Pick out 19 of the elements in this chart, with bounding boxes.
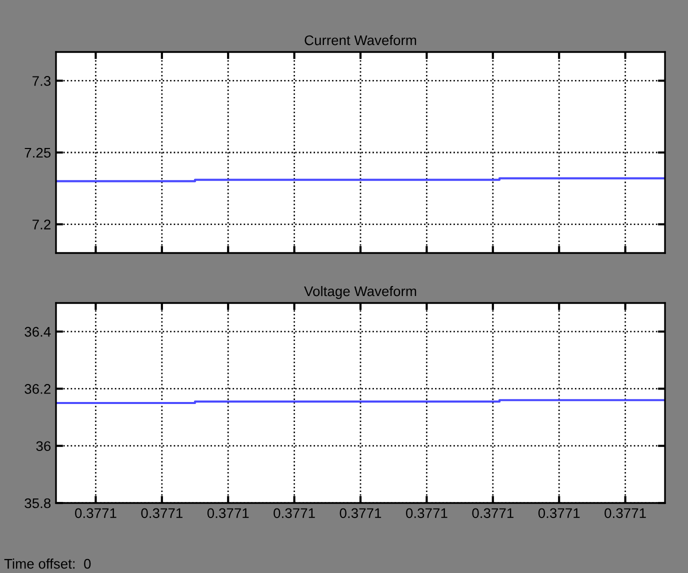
y-tick-label: 36.2 <box>24 384 50 394</box>
x-tick-label: 0.3771 <box>207 508 249 518</box>
y-tick-label: 36 <box>36 441 51 452</box>
y-tick-label: 7.3 <box>32 76 51 86</box>
chart-title: Current Waveform <box>304 35 416 46</box>
y-tick-label: 7.2 <box>32 220 50 230</box>
chart-title: Voltage Waveform <box>304 286 416 299</box>
y-tick-label: 35.8 <box>24 498 51 508</box>
x-tick-label: 0.3771 <box>340 508 382 518</box>
x-tick-label: 0.3771 <box>472 508 514 518</box>
x-tick-label: 0.3771 <box>141 508 182 518</box>
x-tick-label: 0.3771 <box>538 508 580 518</box>
text: Time offset: 0 <box>4 558 91 569</box>
x-tick-label: 0.3771 <box>274 508 315 518</box>
x-tick-label: 0.3771 <box>604 508 646 518</box>
x-tick-label: 0.3771 <box>75 508 116 518</box>
y-tick-label: 36.4 <box>24 326 51 337</box>
y-tick-label: 7.25 <box>24 148 51 158</box>
x-tick-label: 0.3771 <box>406 508 448 518</box>
